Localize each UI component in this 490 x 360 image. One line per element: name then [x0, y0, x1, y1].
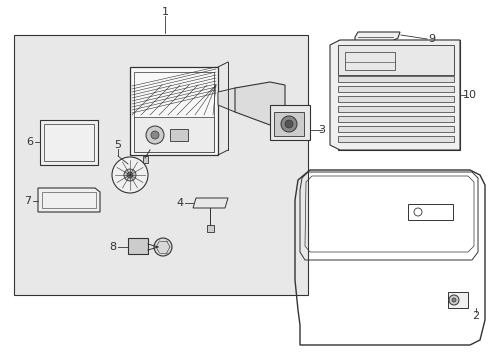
- Bar: [143, 156, 148, 163]
- Text: 9: 9: [428, 34, 436, 44]
- Bar: [270, 105, 310, 140]
- Text: 6: 6: [26, 137, 33, 147]
- Bar: [338, 96, 454, 102]
- Polygon shape: [218, 88, 248, 112]
- Polygon shape: [235, 82, 285, 125]
- Bar: [338, 126, 454, 132]
- Text: 3: 3: [318, 125, 325, 135]
- Circle shape: [151, 131, 159, 139]
- Polygon shape: [330, 40, 460, 150]
- Bar: [408, 204, 453, 220]
- Circle shape: [124, 169, 136, 181]
- Circle shape: [281, 116, 297, 132]
- Text: 4: 4: [176, 198, 184, 208]
- Bar: [338, 86, 454, 92]
- Polygon shape: [38, 188, 100, 212]
- Bar: [130, 67, 218, 155]
- Bar: [40, 120, 98, 165]
- Bar: [338, 136, 454, 142]
- Circle shape: [154, 238, 172, 256]
- Bar: [338, 116, 454, 122]
- Bar: [274, 112, 304, 136]
- Text: 8: 8: [109, 242, 117, 252]
- Text: 1: 1: [162, 7, 169, 17]
- Circle shape: [146, 126, 164, 144]
- Bar: [207, 225, 214, 232]
- Text: 10: 10: [463, 90, 477, 100]
- Polygon shape: [193, 198, 228, 208]
- Polygon shape: [338, 40, 460, 150]
- Bar: [128, 238, 148, 254]
- Text: 5: 5: [115, 140, 122, 150]
- Bar: [338, 106, 454, 112]
- Bar: [134, 117, 214, 152]
- Bar: [338, 76, 454, 82]
- Bar: [345, 52, 395, 70]
- Bar: [42, 192, 96, 208]
- Polygon shape: [355, 32, 400, 42]
- Circle shape: [285, 120, 293, 128]
- Bar: [14, 35, 308, 295]
- Bar: [448, 292, 468, 308]
- Circle shape: [127, 172, 133, 178]
- Circle shape: [452, 298, 456, 302]
- Text: 2: 2: [472, 311, 480, 321]
- Circle shape: [112, 157, 148, 193]
- Bar: [170, 129, 188, 141]
- Bar: [44, 124, 94, 161]
- Text: 7: 7: [24, 196, 31, 206]
- Circle shape: [449, 295, 459, 305]
- Bar: [134, 72, 214, 152]
- Bar: [338, 45, 454, 75]
